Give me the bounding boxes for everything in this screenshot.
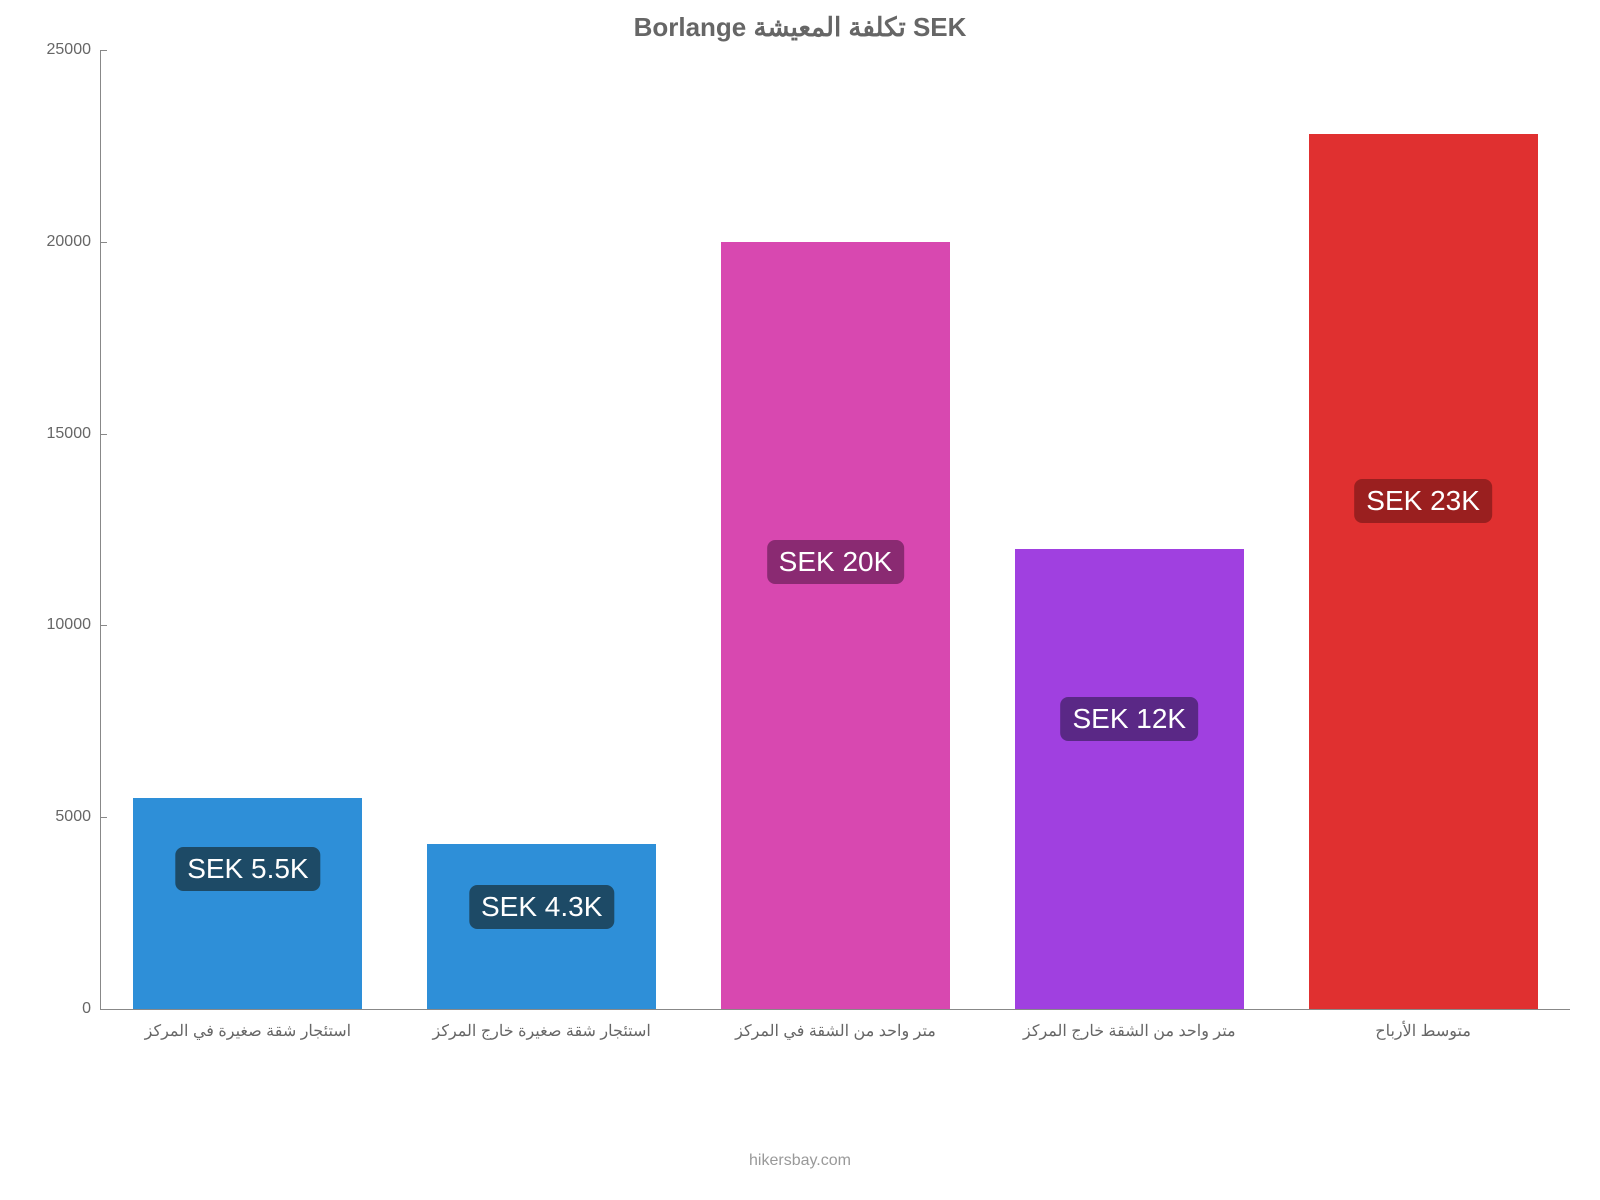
value-badge: SEK 20K <box>767 540 905 584</box>
y-tick: 5000 <box>55 808 101 826</box>
y-tick: 25000 <box>47 41 102 59</box>
value-badge: SEK 4.3K <box>469 885 614 929</box>
value-badge: SEK 12K <box>1060 697 1198 741</box>
y-tick: 15000 <box>47 425 102 443</box>
x-tick-label: متوسط الأرباح <box>1375 1009 1471 1041</box>
bar <box>133 798 362 1009</box>
x-tick-label: استئجار شقة صغيرة خارج المركز <box>433 1009 651 1041</box>
y-tick: 0 <box>82 1000 101 1018</box>
chart-credit: hikersbay.com <box>0 1152 1600 1170</box>
value-badge: SEK 23K <box>1354 479 1492 523</box>
plot-area: 0500010000150002000025000استئجار شقة صغي… <box>100 50 1570 1010</box>
chart-title: Borlange تكلفة المعيشة SEK <box>0 12 1600 43</box>
value-badge: SEK 5.5K <box>175 847 320 891</box>
x-tick-label: متر واحد من الشقة خارج المركز <box>1023 1009 1236 1041</box>
bar <box>1309 134 1538 1009</box>
y-tick: 10000 <box>47 616 102 634</box>
bar <box>1015 549 1244 1009</box>
y-tick: 20000 <box>47 233 102 251</box>
x-tick-label: متر واحد من الشقة في المركز <box>735 1009 936 1041</box>
cost-of-living-chart: Borlange تكلفة المعيشة SEK 0500010000150… <box>0 0 1600 1200</box>
x-tick-label: استئجار شقة صغيرة في المركز <box>145 1009 351 1041</box>
bar <box>721 242 950 1009</box>
